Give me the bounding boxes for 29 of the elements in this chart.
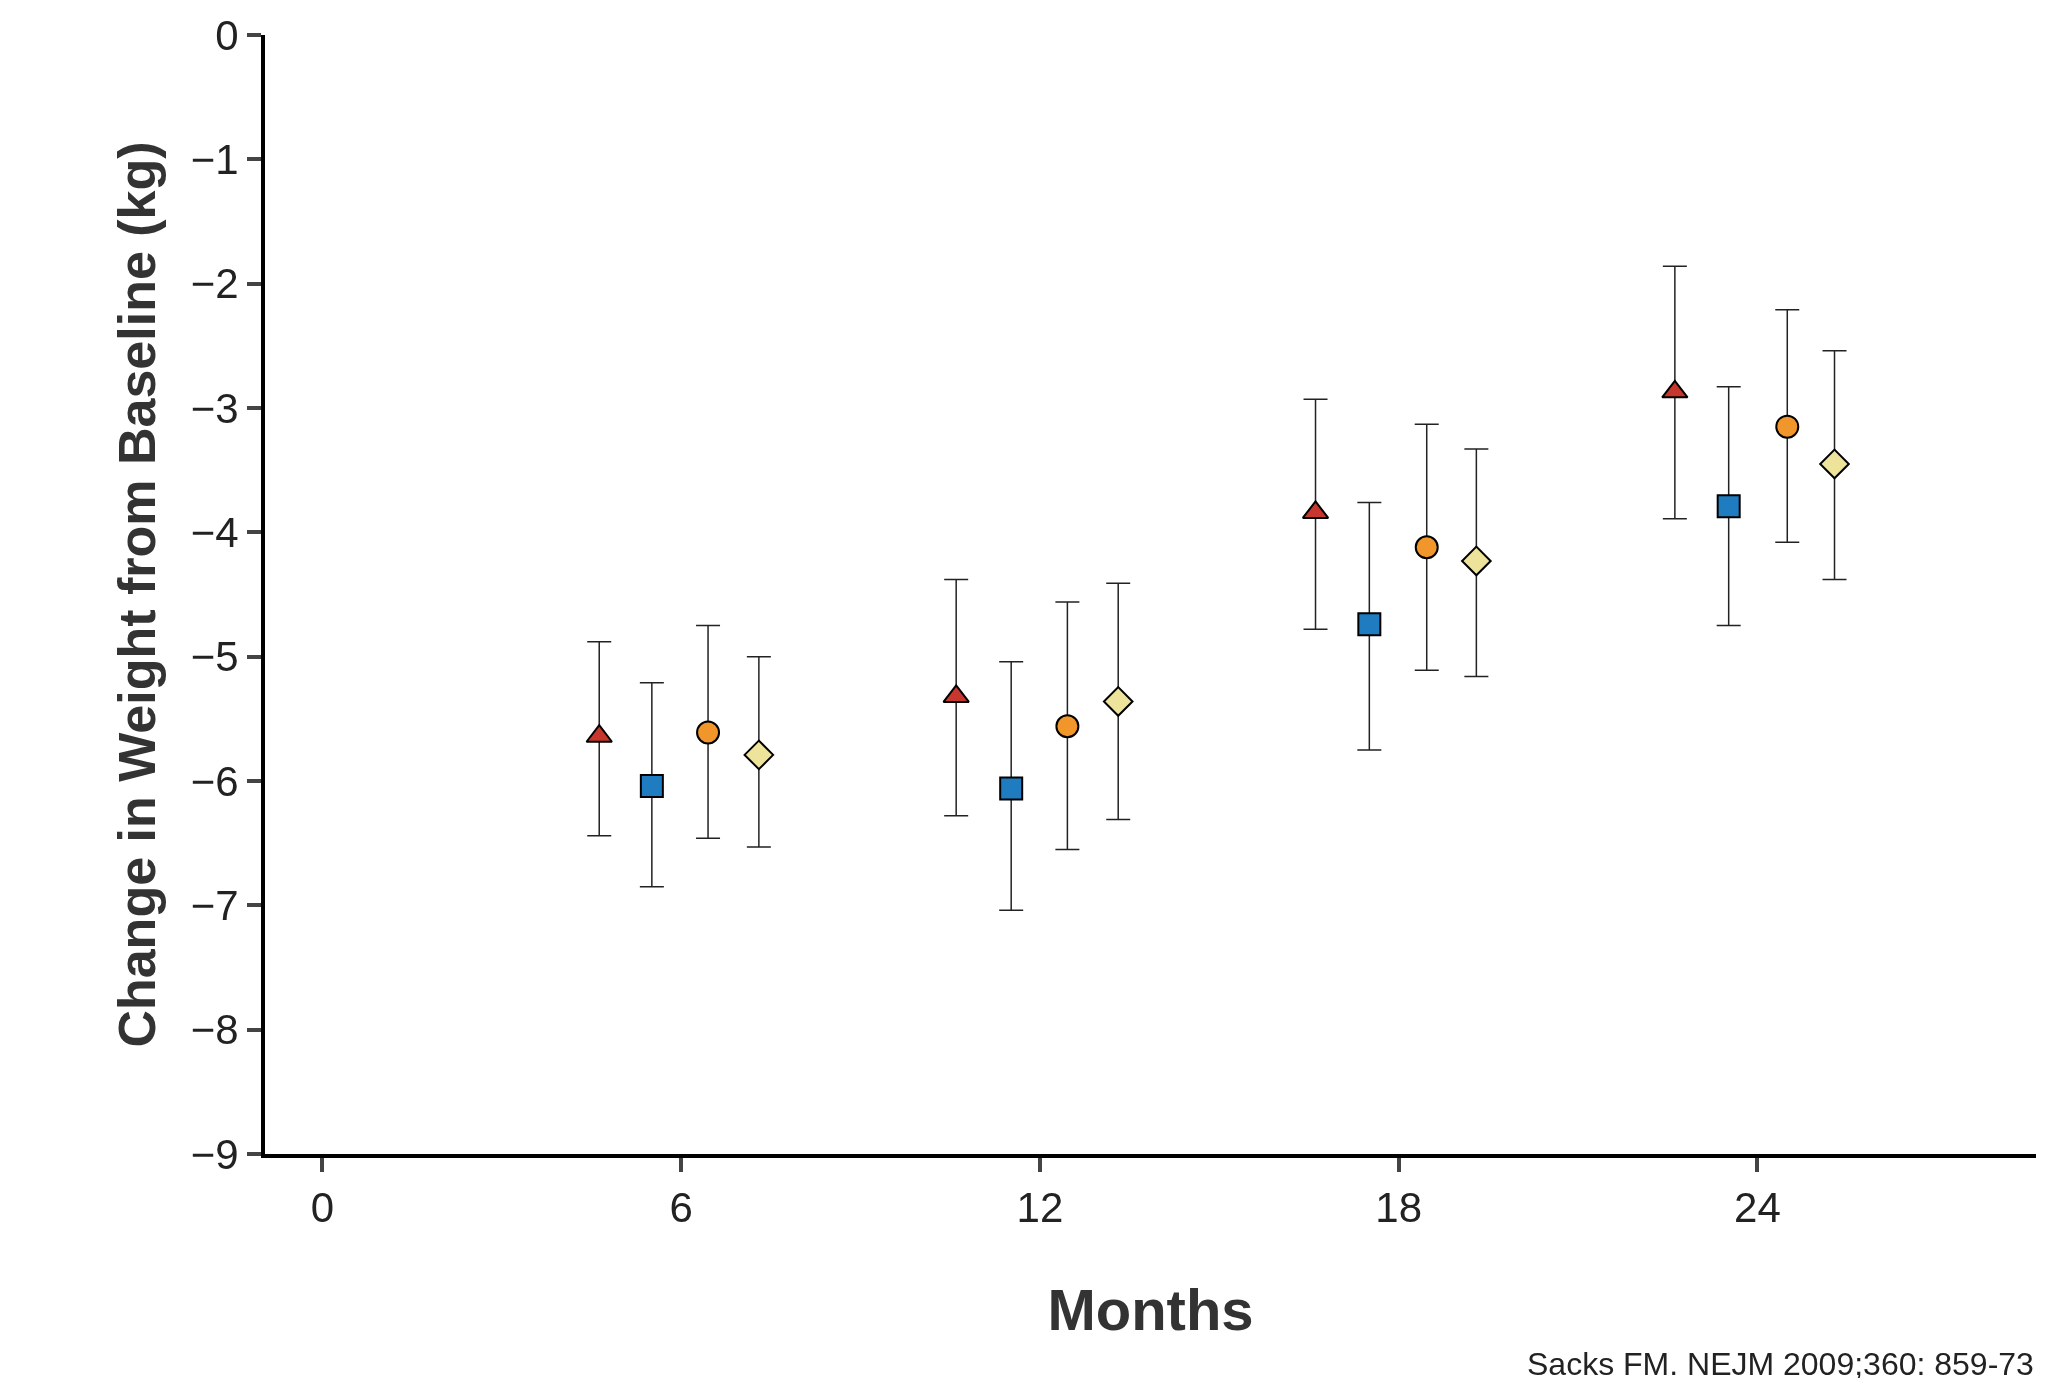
point: [1461, 545, 1492, 577]
y-tick-label: 0: [215, 11, 239, 59]
y-tick-label: −5: [190, 633, 239, 681]
y-tick-label: −1: [190, 136, 239, 184]
x-tick-label: 12: [1016, 1184, 1064, 1232]
point: [639, 773, 664, 798]
point: [1819, 448, 1850, 480]
point: [743, 739, 775, 771]
y-tick-label: −8: [190, 1006, 239, 1054]
point: [1357, 612, 1382, 637]
point: [1055, 714, 1080, 739]
x-tick-label: 0: [310, 1184, 335, 1232]
y-tick-label: −2: [190, 260, 239, 308]
x-tick-label: 18: [1375, 1184, 1422, 1232]
y-tick-label: −3: [190, 384, 239, 432]
point: [696, 720, 721, 745]
y-tick-label: −9: [190, 1130, 239, 1178]
y-tick-label: −4: [190, 509, 239, 557]
point: [1716, 494, 1741, 519]
x-tick-label: 6: [669, 1184, 693, 1232]
y-axis-title: Change in Weight from Baseline (kg): [107, 141, 166, 1048]
x-axis-title: Months: [1047, 1277, 1254, 1342]
y-tick-label: −7: [190, 882, 239, 930]
y-tick-label: −6: [190, 757, 239, 805]
point: [1414, 535, 1439, 560]
point: [1102, 686, 1134, 717]
point: [999, 776, 1024, 801]
point: [1775, 414, 1800, 439]
x-tick-label: 24: [1734, 1184, 1781, 1232]
